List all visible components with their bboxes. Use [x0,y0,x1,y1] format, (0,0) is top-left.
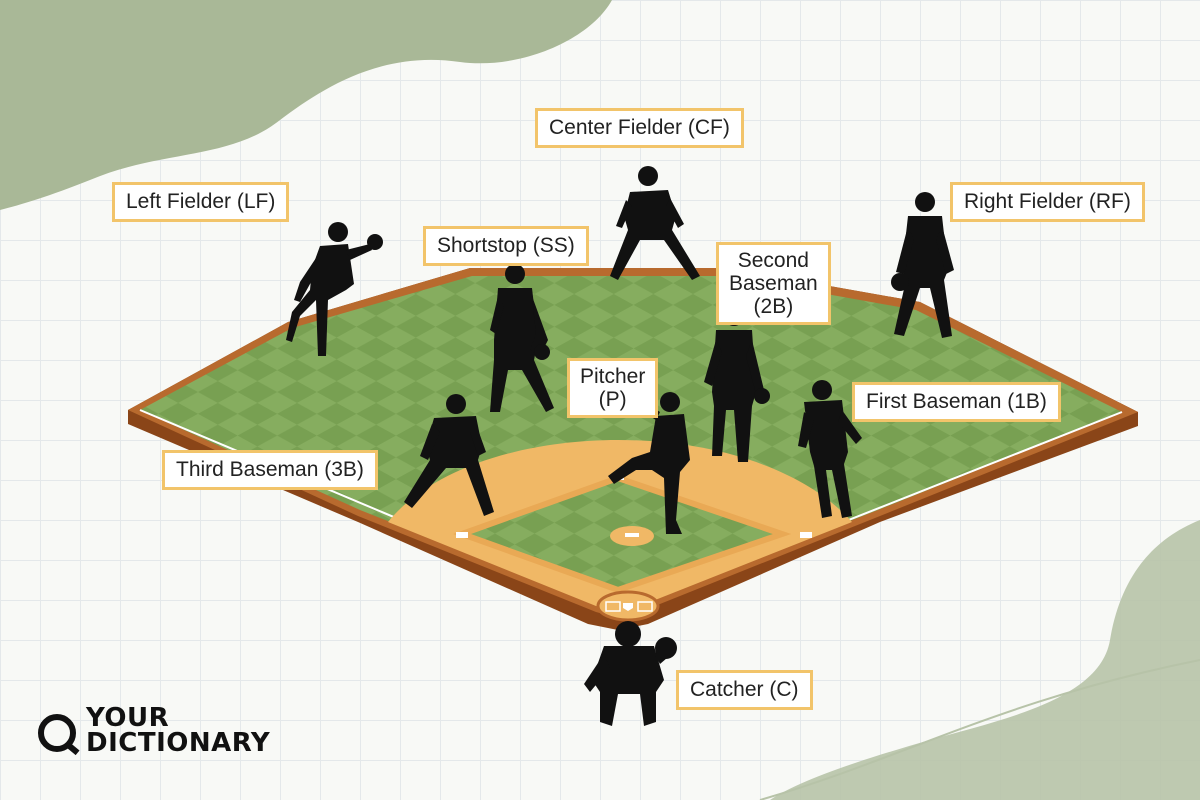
base-paths [453,474,792,594]
first-base [800,532,812,538]
shortstop-label: Shortstop (SS) [423,226,589,266]
background-blob-bottom-right [770,520,1200,800]
right-fielder-label: Right Fielder (RF) [950,182,1145,222]
left-fielder-label: Left Fielder (LF) [112,182,290,222]
shortstop-silhouette [490,264,554,412]
catcher-silhouette [584,621,677,726]
home-plate [623,603,633,611]
pitchers-rubber [625,533,639,537]
background-blob-top-left [0,0,612,210]
third-baseman-label: Third Baseman (3B) [162,450,378,490]
center-fielder-label: Center Fielder (CF) [535,108,744,148]
first-baseman-silhouette [798,380,862,518]
third-base [456,532,468,538]
first-baseman-label: First Baseman (1B) [852,382,1061,422]
catcher-label: Catcher (C) [676,670,813,710]
right-fielder-silhouette [891,192,954,338]
second-baseman-label: Second Baseman (2B) [716,242,831,325]
pitcher-label: Pitcher (P) [567,358,659,418]
third-baseman-silhouette [404,394,494,516]
batters-box-right [637,601,653,612]
background-wave-line [759,659,1200,800]
center-fielder-silhouette [610,166,700,280]
logo-text: YOUR DICTIONARY [86,703,271,758]
left-fielder-silhouette [286,222,383,356]
q-magnifier-icon [38,714,76,752]
batters-box-left [605,601,621,612]
